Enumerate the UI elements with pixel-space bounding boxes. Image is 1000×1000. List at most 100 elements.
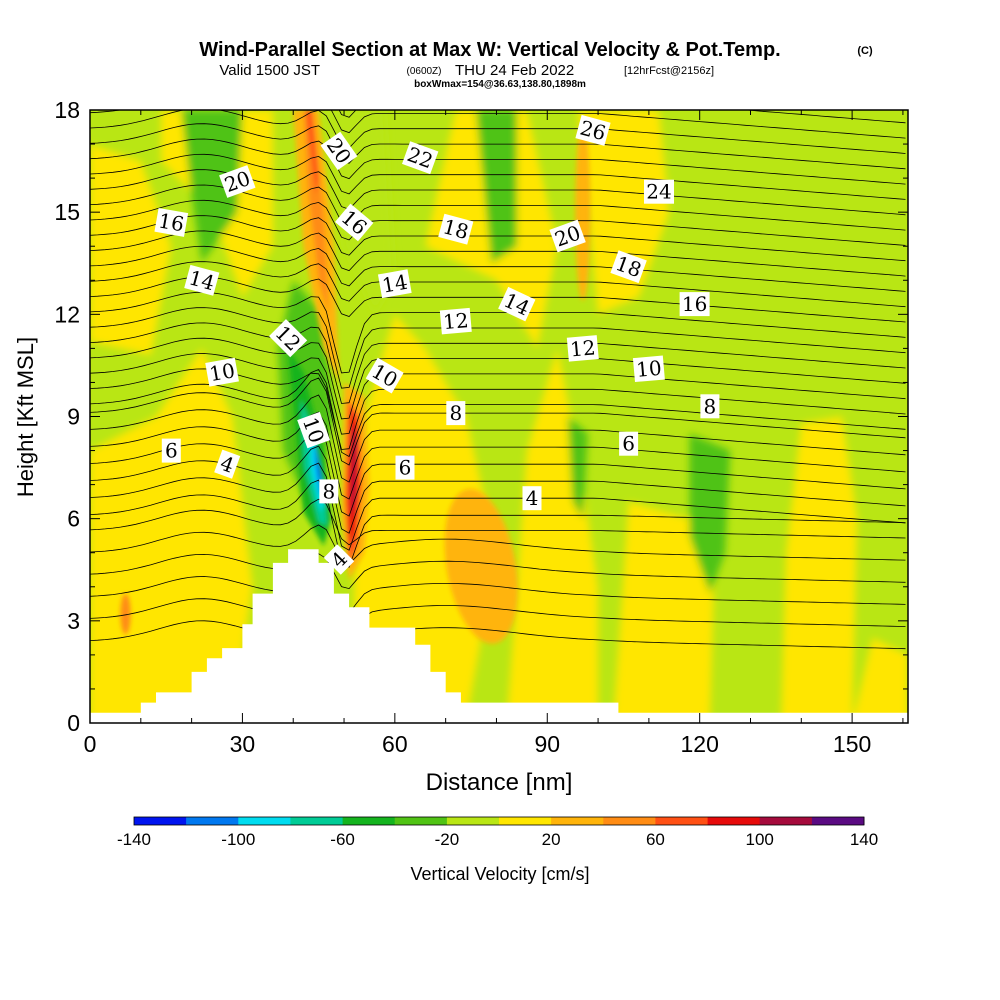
contour-label-bg — [619, 431, 639, 456]
theta-contour — [90, 553, 906, 590]
contour-label-bg — [522, 486, 542, 511]
weak-updraft-region — [613, 501, 715, 723]
theta-contour — [90, 123, 906, 170]
x-axis-label: Distance [nm] — [426, 769, 573, 796]
updraft-lobe — [444, 488, 518, 644]
contour-label-bg — [498, 286, 536, 322]
weak-downdraft-region — [689, 433, 731, 594]
contour-label-bg — [549, 219, 586, 253]
updraft-lobe — [120, 593, 131, 635]
contour-label-text: 12 — [442, 308, 469, 334]
colorbar-tick-label: 20 — [542, 830, 561, 849]
y-tick-label: 9 — [67, 404, 80, 430]
contour-label-bg — [575, 114, 611, 146]
x-tick-label: 0 — [84, 731, 97, 757]
colorbar-swatch — [186, 817, 239, 825]
contour-label: 4 — [214, 449, 241, 479]
theta-contour — [90, 428, 906, 517]
contour-label: 14 — [377, 269, 412, 299]
contour-label-text: 24 — [646, 180, 671, 204]
contour-label-text: 6 — [399, 456, 412, 480]
contour-label-text: 8 — [322, 479, 335, 503]
contour-label: 6 — [619, 431, 639, 456]
theta-contour — [90, 153, 906, 200]
x-tick-label: 150 — [833, 731, 871, 757]
contour-label: 10 — [205, 357, 239, 387]
colorbar-tick-label: 60 — [646, 830, 665, 849]
terrain — [90, 549, 908, 723]
contour-label-text: 10 — [635, 356, 662, 382]
plot-area: 2016141210641084201614106812182214412202… — [90, 110, 908, 723]
contour-label-bg — [402, 141, 439, 175]
weak-downdraft-region — [567, 416, 588, 519]
box-info: boxWmax=154@36.63,138.80,1898m — [414, 79, 586, 90]
colorbar-swatch — [238, 817, 291, 825]
contour-label-bg — [154, 207, 189, 237]
contour-label-text: 6 — [622, 432, 635, 456]
updraft-lobe — [303, 110, 329, 315]
contour-label-bg — [610, 250, 647, 284]
colorbar-swatch — [707, 817, 761, 825]
colorbar-label: Vertical Velocity [cm/s] — [410, 864, 589, 884]
theta-contour — [90, 479, 906, 568]
contour-label-bg — [320, 131, 358, 171]
contour-label: 6 — [161, 438, 181, 463]
updraft-lobe — [575, 123, 591, 301]
theta-contour — [90, 307, 906, 389]
contour-label-text: 8 — [704, 394, 717, 418]
theta-contour — [90, 215, 906, 262]
y-tick-label: 3 — [67, 608, 80, 634]
forecast-info: [12hrFcst@2156z] — [624, 65, 714, 77]
colorbar-swatch — [394, 817, 448, 825]
theta-contour — [90, 462, 906, 551]
colorbar-tick-label: -100 — [221, 830, 255, 849]
colorbar: -140 -100 -60 -20 20 60 100 140 — [117, 816, 878, 849]
contour-label-bg — [700, 394, 720, 419]
contour-label-bg — [377, 269, 412, 299]
x-axis: 0 30 60 90 120 150 — [84, 110, 904, 757]
contour-label-bg — [297, 411, 331, 449]
contour-label-bg — [205, 357, 239, 387]
theta-contour — [90, 377, 906, 466]
x-tick-label: 60 — [382, 731, 408, 757]
colorbar-swatch — [499, 817, 552, 825]
contour-label: 8 — [700, 394, 720, 419]
contour-label-bg — [566, 335, 599, 362]
theta-contour — [90, 276, 906, 323]
potential-temperature-contours — [90, 110, 906, 666]
y-tick-label: 18 — [54, 97, 80, 123]
terrain-profile — [90, 549, 908, 723]
velocity-field — [90, 110, 908, 723]
contour-label: 12 — [566, 335, 599, 362]
theta-contour — [90, 498, 906, 546]
colorbar-tick-label: -20 — [435, 830, 460, 849]
contour-label-bg — [319, 479, 339, 504]
contour-label: 14 — [184, 264, 220, 296]
colorbar-frame — [133, 816, 865, 826]
contour-label-bg — [214, 449, 241, 479]
colorbar-tick-label: -140 — [117, 830, 151, 849]
contour-label: 4 — [522, 486, 542, 511]
contour-label-bg — [365, 357, 404, 394]
contour-label: 12 — [439, 307, 472, 335]
theta-contour — [90, 337, 906, 420]
contour-label-bg — [323, 544, 355, 575]
contour-label-text: 8 — [449, 401, 462, 425]
contour-label: 8 — [319, 479, 339, 504]
colorbar-swatch — [811, 817, 865, 825]
colorbar-swatch — [446, 817, 500, 825]
theta-contour — [90, 524, 906, 565]
y-tick-label: 6 — [67, 506, 80, 532]
contour-label-bg — [219, 165, 256, 198]
contour-label: 16 — [679, 292, 710, 317]
y-axis: 0 3 6 9 12 15 18 — [54, 97, 908, 736]
weak-updraft-region — [577, 110, 670, 315]
contour-labels: 2016141210641084201614106812182214412202… — [154, 114, 720, 575]
theta-contour — [90, 110, 906, 139]
y-tick-label: 0 — [67, 710, 80, 736]
weak-downdraft-region — [476, 110, 517, 264]
x-tick-label: 120 — [681, 731, 719, 757]
contour-label-bg — [184, 264, 220, 296]
theta-contour — [90, 368, 906, 458]
